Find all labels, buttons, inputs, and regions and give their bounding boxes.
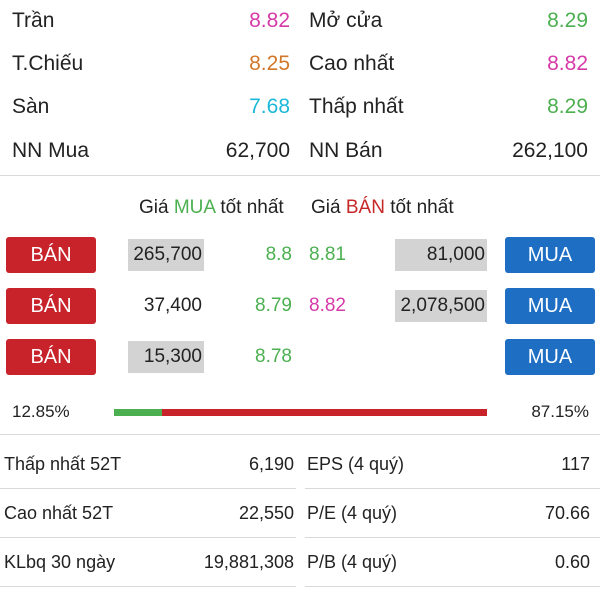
ask-header-prefix: Giá bbox=[311, 197, 346, 218]
low-value: 8.29 bbox=[547, 95, 588, 118]
bid-price: 8.78 bbox=[255, 346, 292, 367]
bid-header: Giá MUA tốt nhất bbox=[139, 196, 284, 220]
sell-button[interactable]: BÁN bbox=[6, 237, 96, 273]
ask-header: Giá BÁN tốt nhất bbox=[311, 196, 454, 220]
foreign-sell-value: 262,100 bbox=[512, 139, 588, 162]
avg-volume-30d-value: 19,881,308 bbox=[203, 552, 294, 572]
open-value: 8.29 bbox=[547, 9, 588, 32]
ask-price: 8.82 bbox=[309, 295, 346, 316]
pe-label: P/E (4 quý) bbox=[307, 503, 398, 523]
row-divider bbox=[0, 586, 296, 587]
eps-value: 117 bbox=[561, 454, 590, 474]
sell-button[interactable]: BÁN bbox=[6, 288, 96, 324]
order-row: BÁN 15,300 8.78 MUA bbox=[0, 339, 600, 377]
sell-ratio-label: 87.15% bbox=[531, 402, 589, 421]
bid-volume: 15,300 bbox=[128, 341, 204, 373]
stats-row: Thấp nhất 52T 6,190 EPS (4 quý) 117 bbox=[0, 440, 600, 488]
row-divider bbox=[0, 537, 296, 538]
row-divider bbox=[305, 537, 600, 538]
high-52w-value: 22,550 bbox=[238, 503, 294, 523]
sell-button[interactable]: BÁN bbox=[6, 339, 96, 375]
ask-volume: 81,000 bbox=[395, 239, 487, 271]
ask-header-suffix: tốt nhất bbox=[384, 197, 454, 218]
reference-label: T.Chiếu bbox=[12, 52, 84, 75]
stats-row: KLbq 30 ngày 19,881,308 P/B (4 quý) 0.60 bbox=[0, 538, 600, 586]
open-label: Mở cửa bbox=[309, 9, 383, 32]
bid-price: 8.79 bbox=[255, 295, 292, 316]
ask-header-highlight: BÁN bbox=[345, 197, 385, 218]
price-summary: Trần 8.82 Mở cửa 8.29 T.Chiếu 8.25 Cao n… bbox=[0, 0, 600, 172]
ceiling-value: 8.82 bbox=[249, 9, 290, 32]
summary-row-reference: T.Chiếu 8.25 Cao nhất 8.82 bbox=[0, 43, 600, 85]
pe-value: 70.66 bbox=[544, 503, 590, 523]
order-row: BÁN 265,700 8.8 8.81 81,000 MUA bbox=[0, 237, 600, 275]
bid-price: 8.8 bbox=[265, 244, 292, 265]
buy-button[interactable]: MUA bbox=[505, 237, 595, 273]
pb-label: P/B (4 quý) bbox=[307, 552, 398, 572]
foreign-sell-label: NN Bán bbox=[309, 139, 383, 162]
foreign-buy-value: 62,700 bbox=[225, 139, 290, 162]
buy-sell-ratio-bar bbox=[114, 409, 487, 416]
low-52w-label: Thấp nhất 52T bbox=[4, 454, 122, 474]
low-52w-value: 6,190 bbox=[248, 454, 294, 474]
summary-row-ceiling: Trần 8.82 Mở cửa 8.29 bbox=[0, 0, 600, 42]
avg-volume-30d-label: KLbq 30 ngày bbox=[4, 552, 116, 572]
buy-ratio-fill bbox=[114, 409, 162, 416]
bid-volume: 37,400 bbox=[143, 295, 202, 316]
summary-row-foreign: NN Mua 62,700 NN Bán 262,100 bbox=[0, 130, 600, 172]
section-divider bbox=[0, 175, 600, 176]
buy-button[interactable]: MUA bbox=[505, 288, 595, 324]
stats-row: Cao nhất 52T 22,550 P/E (4 quý) 70.66 bbox=[0, 489, 600, 537]
row-divider bbox=[305, 586, 600, 587]
row-divider bbox=[0, 488, 296, 489]
ceiling-label: Trần bbox=[12, 9, 55, 32]
row-divider bbox=[305, 488, 600, 489]
order-row: BÁN 37,400 8.79 8.82 2,078,500 MUA bbox=[0, 288, 600, 326]
high-label: Cao nhất bbox=[309, 52, 395, 75]
bid-header-prefix: Giá bbox=[139, 197, 174, 218]
floor-label: Sàn bbox=[12, 95, 50, 118]
section-divider bbox=[0, 434, 600, 435]
low-label: Thấp nhất bbox=[309, 95, 404, 118]
floor-value: 7.68 bbox=[249, 95, 290, 118]
high-52w-label: Cao nhất 52T bbox=[4, 503, 114, 523]
summary-row-floor: Sàn 7.68 Thấp nhất 8.29 bbox=[0, 86, 600, 128]
bid-header-highlight: MUA bbox=[173, 197, 216, 218]
bid-volume: 265,700 bbox=[128, 239, 204, 271]
high-value: 8.82 bbox=[547, 52, 588, 75]
reference-value: 8.25 bbox=[249, 52, 290, 75]
buy-button[interactable]: MUA bbox=[505, 339, 595, 375]
buy-ratio-label: 12.85% bbox=[12, 402, 70, 421]
eps-label: EPS (4 quý) bbox=[307, 454, 405, 474]
pb-value: 0.60 bbox=[554, 552, 590, 572]
ask-volume: 2,078,500 bbox=[395, 290, 487, 322]
bid-header-suffix: tốt nhất bbox=[215, 197, 284, 218]
ask-price: 8.81 bbox=[309, 244, 346, 265]
foreign-buy-label: NN Mua bbox=[12, 139, 90, 162]
